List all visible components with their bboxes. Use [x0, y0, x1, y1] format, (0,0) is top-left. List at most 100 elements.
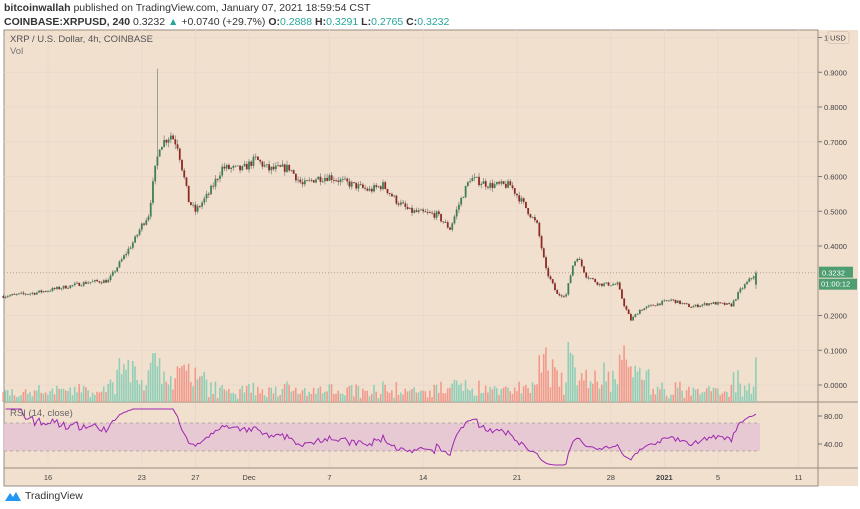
- candle: [154, 165, 157, 185]
- volume-bar: [165, 381, 168, 402]
- candle-body: [750, 278, 753, 280]
- candle-body: [516, 193, 518, 196]
- candle-body: [545, 257, 547, 269]
- volume-bar: [94, 395, 96, 402]
- candle: [714, 301, 717, 305]
- candle: [386, 188, 389, 195]
- candle: [697, 303, 699, 308]
- candle: [324, 174, 326, 185]
- volume-bar: [136, 379, 139, 402]
- price-tick-label: 1: [824, 34, 828, 43]
- volume-bar: [616, 384, 619, 402]
- volume-bar: [292, 390, 295, 402]
- volume-bar: [509, 391, 511, 402]
- candle-body: [424, 211, 427, 213]
- candle-body: [406, 206, 409, 209]
- volume-bar: [73, 386, 76, 402]
- author[interactable]: bitcoinwallah: [4, 2, 71, 14]
- candle-body: [737, 292, 739, 300]
- volume-bar: [471, 388, 474, 402]
- candle-body: [163, 140, 166, 147]
- candle: [491, 179, 494, 192]
- candle: [750, 277, 753, 281]
- volume-bar: [125, 369, 127, 402]
- volume-bar: [415, 392, 418, 402]
- volume-bar: [705, 388, 708, 402]
- candle-body: [752, 276, 755, 279]
- candle-body: [176, 144, 179, 149]
- candle-body: [259, 159, 262, 162]
- candle: [462, 196, 465, 199]
- candle-body: [748, 278, 751, 282]
- candle-body: [688, 304, 690, 307]
- volume-bar: [228, 388, 230, 402]
- candle: [679, 300, 681, 305]
- candle: [350, 180, 353, 190]
- candle: [239, 165, 241, 174]
- candle-body: [236, 165, 239, 167]
- volume-bar: [743, 385, 746, 402]
- volume-bar: [404, 388, 407, 402]
- currency-label: USD: [830, 34, 846, 43]
- tradingview-logo[interactable]: TradingView: [4, 490, 83, 502]
- candle-body: [683, 303, 686, 304]
- volume-bar: [236, 398, 239, 402]
- close-label: C:: [406, 16, 418, 28]
- volume-bar: [455, 380, 458, 402]
- candle-body: [308, 179, 311, 181]
- volume-bar: [306, 395, 308, 402]
- candle: [391, 192, 393, 197]
- candle: [20, 291, 23, 295]
- time-tick-label: 23: [138, 473, 146, 482]
- candle-body: [712, 302, 715, 304]
- candle-body: [185, 177, 188, 186]
- candle-body: [76, 282, 78, 284]
- volume-bar: [473, 395, 476, 402]
- candle: [578, 256, 581, 260]
- volume-bar: [310, 393, 313, 402]
- volume-bar: [589, 381, 592, 402]
- volume-bar: [491, 389, 494, 402]
- volume-bar: [272, 393, 275, 402]
- volume-bar: [185, 370, 188, 402]
- candle: [625, 305, 628, 311]
- candle-body: [127, 248, 130, 254]
- volume-bar: [645, 370, 648, 402]
- candle: [109, 273, 112, 283]
- candle-body: [216, 178, 219, 180]
- volume-bar: [214, 381, 217, 402]
- volume-bar: [312, 387, 315, 402]
- volume-bar: [596, 381, 599, 402]
- candle-body: [382, 182, 384, 190]
- volume-bar: [580, 373, 583, 402]
- candle: [533, 214, 536, 223]
- candle: [82, 281, 85, 287]
- candle-body: [625, 306, 628, 310]
- candle: [417, 207, 420, 214]
- volume-bar: [359, 397, 362, 402]
- candle-body: [292, 170, 295, 174]
- candle: [529, 213, 532, 219]
- candle: [85, 280, 87, 285]
- volume-bar: [625, 359, 628, 402]
- candle: [136, 234, 139, 239]
- candle-body: [131, 242, 134, 248]
- candle: [708, 303, 710, 307]
- candle-body: [203, 198, 206, 203]
- volume-bar: [216, 398, 219, 402]
- candle-body: [630, 314, 632, 321]
- volume-bar: [594, 370, 596, 402]
- volume-bar: [406, 391, 409, 402]
- candle-body: [91, 281, 94, 283]
- candle-body: [241, 166, 244, 171]
- candle: [540, 234, 543, 251]
- candle: [458, 201, 460, 213]
- volume-bar: [710, 391, 712, 402]
- candle: [739, 286, 742, 294]
- volume-bar: [47, 394, 49, 402]
- candle: [116, 266, 119, 273]
- volume-bar: [565, 382, 567, 402]
- candle-body: [324, 177, 326, 182]
- price-tick-label: 0.8000: [824, 103, 847, 112]
